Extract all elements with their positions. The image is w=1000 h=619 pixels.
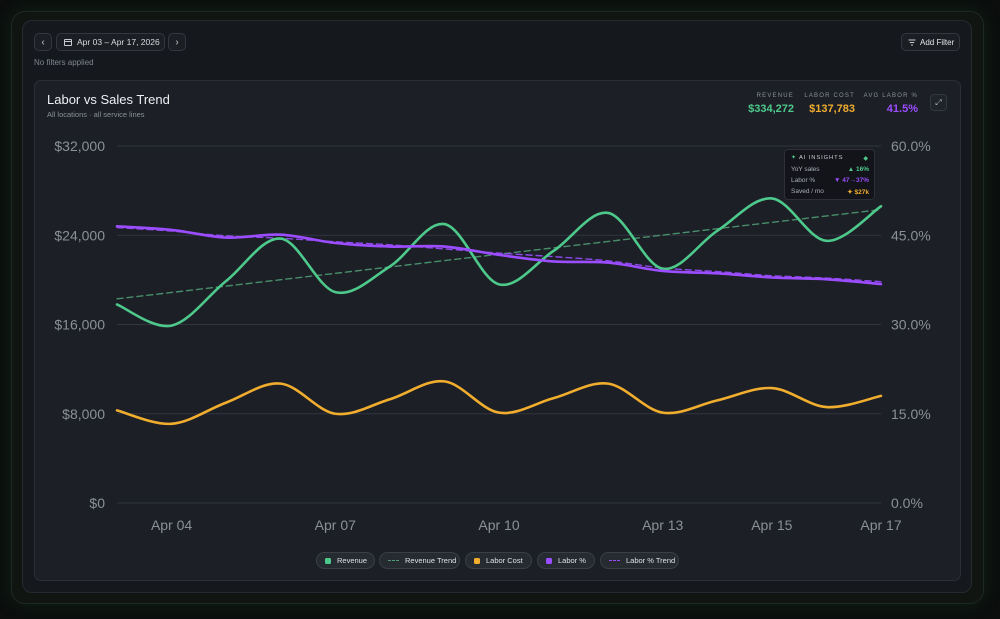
next-range-button[interactable]: › [168, 33, 186, 51]
series-revenue-line [115, 197, 883, 328]
x-tick-label: Apr 10 [478, 517, 519, 533]
y-right-tick-label: 0.0% [891, 495, 923, 511]
legend-item-revenue[interactable]: Revenue [316, 552, 375, 569]
kpi-revenue: REVENUE $334,272 [748, 93, 794, 115]
legend-dash [388, 560, 399, 561]
y-left-tick-label: $24,000 [54, 227, 105, 243]
x-tick-label: Apr 15 [751, 517, 792, 533]
insight-row: Saved / mo ✦ $27k [791, 188, 869, 197]
insight-row: YoY sales ▲ 16% [791, 166, 869, 175]
chart-subtitle: All locations · all service lines [47, 110, 145, 119]
legend-item-labor-pct[interactable]: Labor % [537, 552, 595, 569]
kpi-revenue-value: $334,272 [748, 103, 794, 115]
ai-insights-title: ✦ AI INSIGHTS [791, 155, 843, 161]
insight-value: ✦ $27k [847, 189, 869, 196]
legend-swatch [474, 557, 480, 564]
y-right-tick-label: 30.0% [891, 317, 931, 333]
prev-range-button[interactable]: ‹ [34, 33, 52, 51]
legend-swatch [546, 557, 552, 564]
add-filter-label: Add Filter [920, 37, 955, 47]
y-right-tick-label: 15.0% [891, 406, 931, 422]
series-labor--line [115, 225, 883, 286]
date-range-label: Apr 03 – Apr 17, 2026 [77, 37, 160, 47]
y-left-tick-label: $8,000 [62, 406, 105, 422]
legend-item-revenue-trend[interactable]: Revenue Trend [379, 552, 460, 569]
y-left-tick-label: $0 [89, 495, 105, 511]
insight-label: Labor % [791, 177, 816, 184]
insight-value: ▼ 47→37% [834, 177, 869, 184]
date-range-picker[interactable]: Apr 03 – Apr 17, 2026 [56, 33, 165, 51]
legend-dash [609, 560, 620, 561]
legend-label: Labor Cost [486, 556, 523, 565]
kpi-labor-cost-value: $137,783 [809, 103, 855, 115]
kpi-avg-labor-label: AVG LABOR % [863, 93, 918, 99]
chart-plot: $0 0.0% $8,000 15.0% $16,000 30.0% $24,000 45.0… [54, 138, 931, 533]
chart-card: Labor vs Sales Trend All locations · all… [34, 80, 961, 581]
filter-icon [908, 39, 916, 45]
toolbar: ‹ Apr 03 – Apr 17, 2026 › Add Filter [34, 33, 960, 53]
legend-item-labor-pct-trend[interactable]: Labor % Trend [600, 552, 679, 569]
chevron-left-icon: ‹ [41, 36, 45, 48]
legend-label: Revenue Trend [405, 556, 457, 565]
x-tick-label: Apr 17 [860, 517, 901, 533]
x-tick-label: Apr 13 [642, 517, 683, 533]
y-right-tick-label: 45.0% [891, 227, 931, 243]
expand-icon: ⤢ [935, 97, 942, 107]
y-left-tick-label: $32,000 [54, 138, 105, 154]
status-dot-icon: ◆ [863, 156, 868, 162]
legend-item-labor-cost[interactable]: Labor Cost [465, 552, 532, 569]
kpi-avg-labor: AVG LABOR % 41.5% [864, 93, 918, 115]
kpi-avg-labor-value: 41.5% [886, 103, 918, 115]
y-left-tick-label: $16,000 [54, 317, 105, 333]
legend-label: Revenue [337, 556, 368, 565]
chart-legend: Revenue Revenue Trend Labor Cost Labor %… [35, 552, 962, 569]
insight-value: ▲ 16% [847, 166, 869, 173]
kpi-labor-cost: LABOR COST $137,783 [804, 93, 855, 115]
series-labor-cost-line [115, 380, 883, 426]
kpi-revenue-label: REVENUE [756, 93, 794, 99]
insight-label: YoY sales [791, 166, 820, 173]
legend-swatch [325, 557, 331, 564]
expand-button[interactable]: ⤢ [930, 94, 947, 111]
dashboard-panel: ‹ Apr 03 – Apr 17, 2026 › Add Filter No … [22, 20, 972, 593]
ai-insights-title-text: AI INSIGHTS [798, 155, 844, 161]
add-filter-button[interactable]: Add Filter [901, 33, 960, 51]
ai-insights-panel: ✦ AI INSIGHTS ◆ YoY sales ▲ 16% Labor % … [784, 149, 875, 200]
calendar-icon [64, 38, 72, 46]
insight-row: Labor % ▼ 47→37% [791, 177, 869, 186]
insight-label: Saved / mo [791, 188, 824, 195]
legend-label: Labor % [558, 556, 586, 565]
y-right-tick-label: 60.0% [891, 138, 931, 154]
chevron-right-icon: › [175, 36, 179, 48]
filter-status: No filters applied [34, 58, 94, 67]
chart-title: Labor vs Sales Trend [47, 92, 170, 107]
sparkle-icon: ✦ [791, 155, 797, 161]
legend-label: Labor % Trend [626, 556, 676, 565]
kpi-labor-cost-label: LABOR COST [804, 93, 855, 99]
x-tick-label: Apr 07 [315, 517, 356, 533]
x-tick-label: Apr 04 [151, 517, 192, 533]
